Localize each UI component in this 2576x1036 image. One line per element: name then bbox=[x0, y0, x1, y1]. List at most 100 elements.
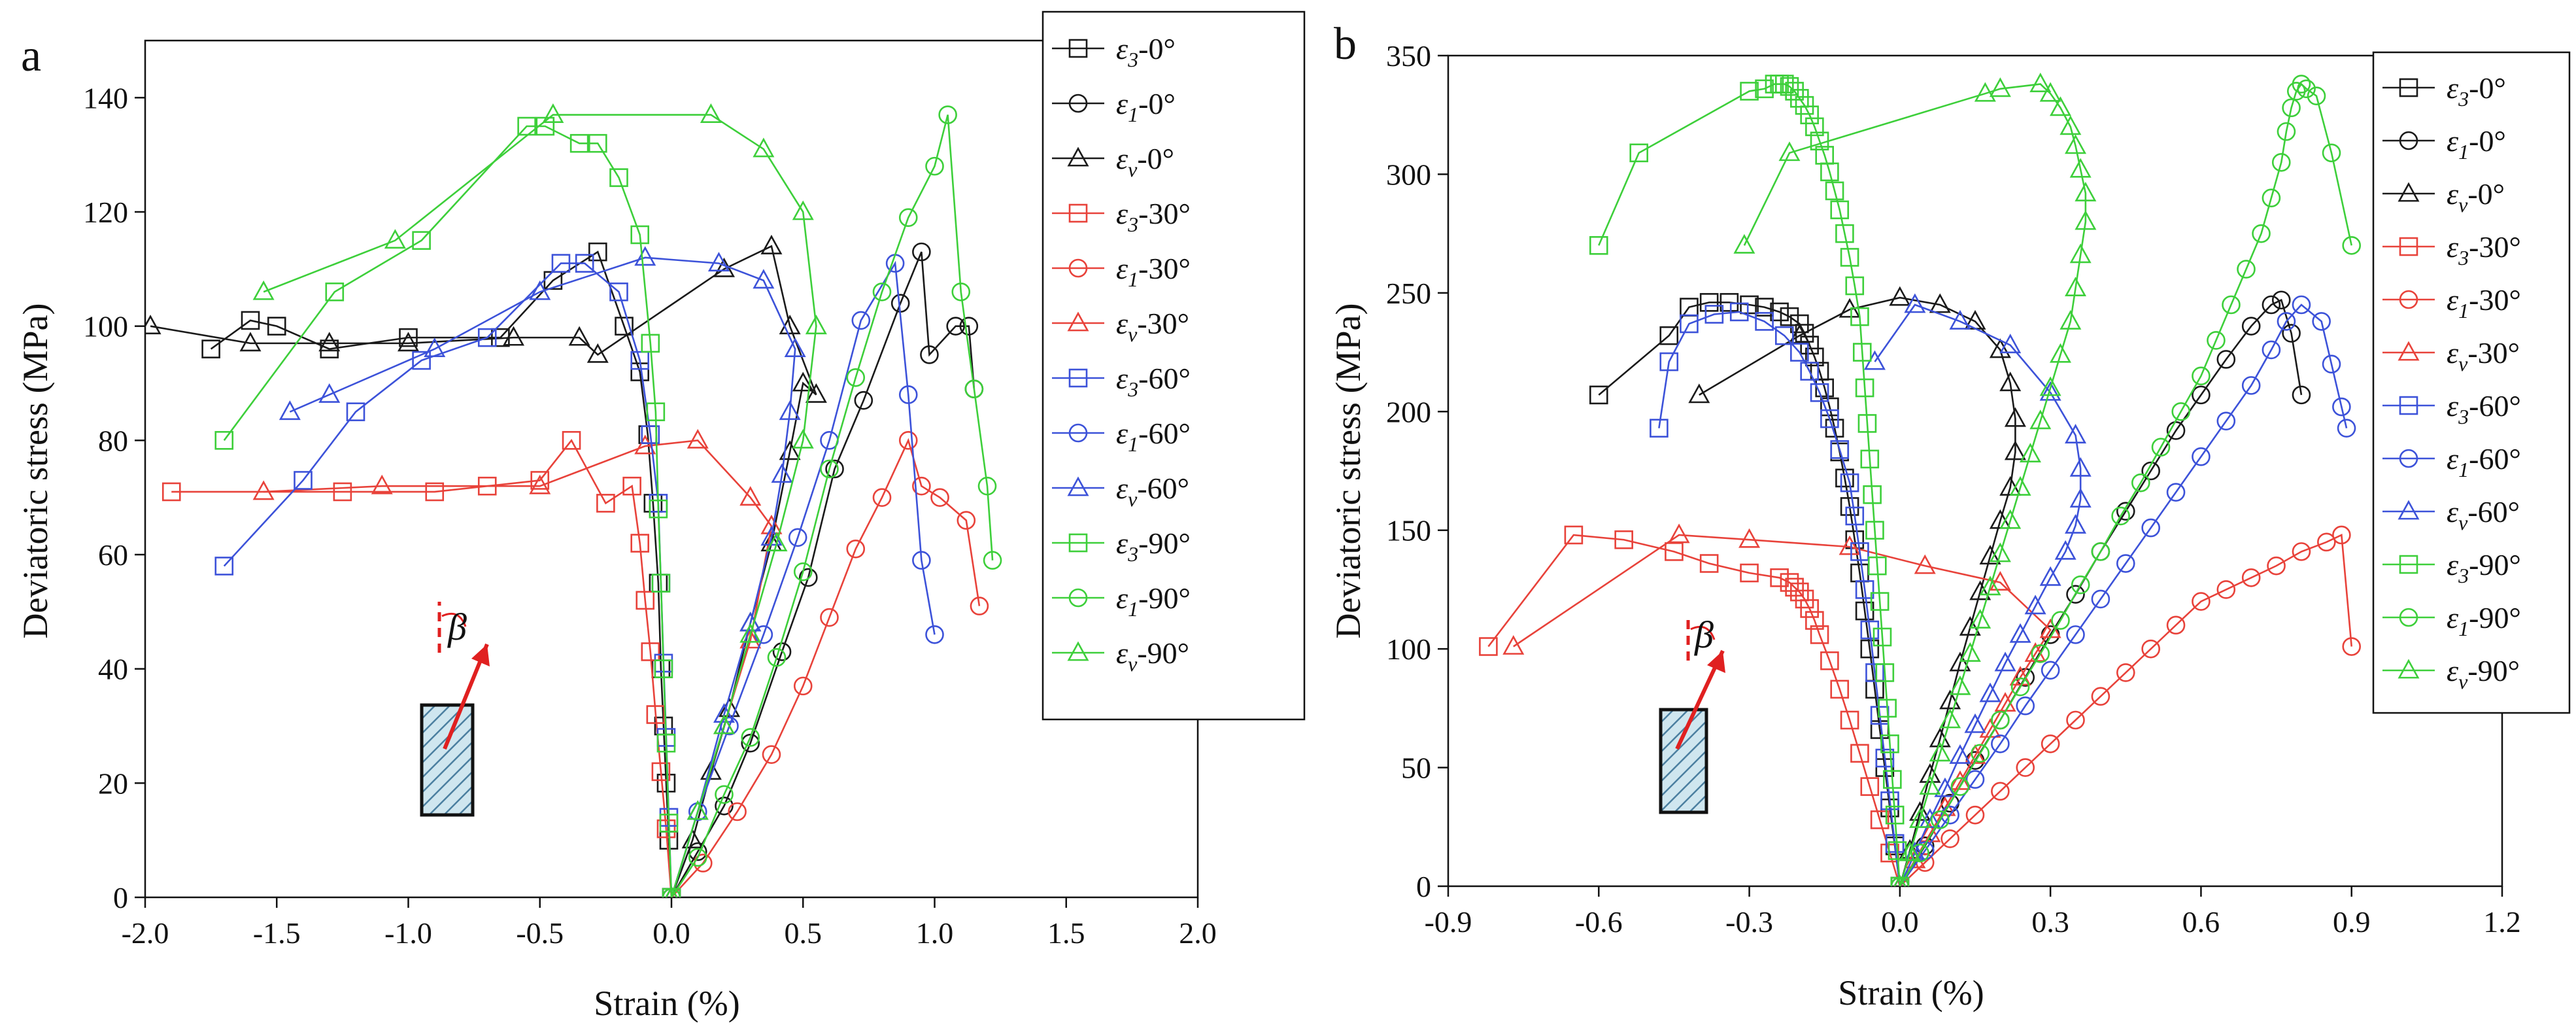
data-point bbox=[1790, 343, 1809, 362]
data-point bbox=[1883, 770, 1902, 789]
data-point bbox=[2262, 188, 2281, 208]
x-tick-label: 2.0 bbox=[1179, 916, 1217, 950]
legend-marker bbox=[2398, 341, 2420, 361]
data-point bbox=[846, 368, 866, 387]
data-point bbox=[622, 476, 641, 496]
x-axis-title: Strain (%) bbox=[1838, 973, 1984, 1012]
data-point bbox=[1815, 146, 1835, 165]
data-point bbox=[779, 315, 801, 335]
series-5 bbox=[1502, 523, 2061, 886]
legend-marker bbox=[1068, 94, 1088, 113]
data-point bbox=[970, 596, 989, 615]
data-point bbox=[371, 474, 393, 494]
data-point bbox=[646, 705, 666, 724]
data-point bbox=[1991, 782, 2010, 801]
data-point bbox=[634, 434, 656, 455]
data-point bbox=[1989, 542, 2011, 562]
data-point bbox=[2065, 513, 2087, 534]
data-point bbox=[641, 642, 660, 661]
y-tick-label: 50 bbox=[1401, 751, 1431, 785]
data-point bbox=[728, 802, 747, 821]
data-point bbox=[2004, 407, 2026, 427]
data-point bbox=[2332, 397, 2351, 417]
data-point bbox=[1845, 506, 1865, 526]
data-point bbox=[739, 612, 762, 632]
data-point bbox=[1785, 578, 1804, 597]
data-point bbox=[1564, 525, 1584, 545]
legend-label: εv-0° bbox=[2447, 177, 2505, 216]
y-tick-label: 0 bbox=[113, 881, 128, 914]
data-point bbox=[2065, 277, 2087, 297]
data-point bbox=[1650, 419, 1669, 438]
data-point bbox=[766, 532, 788, 551]
data-point bbox=[1919, 775, 1941, 795]
data-point bbox=[1868, 556, 1887, 576]
legend-marker bbox=[2398, 500, 2420, 520]
data-point bbox=[2071, 575, 2090, 595]
series-9 bbox=[1589, 75, 1910, 886]
data-point bbox=[2207, 331, 2226, 350]
data-point bbox=[767, 648, 787, 667]
data-point bbox=[654, 659, 673, 678]
data-point bbox=[1795, 589, 1814, 609]
data-point bbox=[1865, 663, 1884, 682]
legend-label: ε3-0° bbox=[1116, 32, 1176, 71]
data-point bbox=[2322, 143, 2341, 163]
data-point bbox=[1863, 485, 1882, 504]
legend-label: ε3-30° bbox=[1116, 197, 1191, 236]
series-line bbox=[1699, 296, 2016, 886]
data-point bbox=[1780, 573, 1799, 592]
series-line bbox=[670, 260, 936, 897]
data-point bbox=[477, 328, 497, 347]
data-point bbox=[1860, 639, 1880, 659]
series-line bbox=[670, 114, 994, 897]
data-point bbox=[2111, 506, 2130, 526]
data-point bbox=[1878, 699, 1897, 718]
data-point bbox=[854, 390, 873, 410]
legend-entry: ε3-60° bbox=[1052, 362, 1191, 401]
data-point bbox=[1790, 314, 1809, 334]
data-point bbox=[1668, 523, 1690, 544]
data-point bbox=[898, 208, 918, 228]
legend-marker bbox=[1068, 203, 1088, 223]
series-7 bbox=[1890, 295, 2356, 886]
legend-marker bbox=[2399, 608, 2418, 627]
data-point bbox=[1860, 620, 1880, 640]
data-point bbox=[938, 105, 957, 124]
data-point bbox=[2116, 663, 2135, 682]
data-point bbox=[2091, 687, 2110, 706]
data-point bbox=[2059, 115, 2082, 135]
data-point bbox=[1969, 580, 1991, 600]
data-point bbox=[713, 703, 736, 723]
angle-arc bbox=[1690, 626, 1716, 640]
legend-entry: εv-60° bbox=[2382, 495, 2520, 534]
data-point bbox=[2317, 532, 2336, 552]
legend-marker bbox=[1068, 533, 1088, 553]
data-point bbox=[1850, 542, 1869, 561]
data-point bbox=[1755, 312, 1774, 331]
legend-entry: εv-60° bbox=[1052, 472, 1189, 511]
legend-entry: ε1-0° bbox=[2382, 124, 2506, 164]
data-point bbox=[2075, 181, 2097, 201]
data-point bbox=[1885, 805, 1905, 825]
x-tick-label: 1.0 bbox=[916, 916, 954, 950]
data-point bbox=[1800, 362, 1819, 381]
data-point bbox=[920, 345, 939, 364]
legend-label: ε1-30° bbox=[1116, 252, 1191, 291]
data-point bbox=[2041, 734, 2060, 753]
x-tick-label: -0.6 bbox=[1575, 905, 1623, 939]
data-point bbox=[1840, 248, 1859, 267]
data-point bbox=[792, 200, 814, 220]
data-point bbox=[741, 733, 760, 753]
y-tick-label: 80 bbox=[98, 424, 128, 457]
data-point bbox=[1860, 449, 1880, 469]
legend-label: ε3-90° bbox=[2447, 548, 2521, 587]
data-point bbox=[959, 317, 979, 336]
series-4 bbox=[1890, 525, 2362, 886]
legend-label: ε3-60° bbox=[1116, 362, 1191, 401]
arrow-head bbox=[471, 644, 490, 666]
data-point bbox=[2312, 312, 2331, 331]
data-point bbox=[739, 623, 762, 643]
data-point bbox=[609, 168, 628, 187]
data-point bbox=[1875, 663, 1895, 682]
